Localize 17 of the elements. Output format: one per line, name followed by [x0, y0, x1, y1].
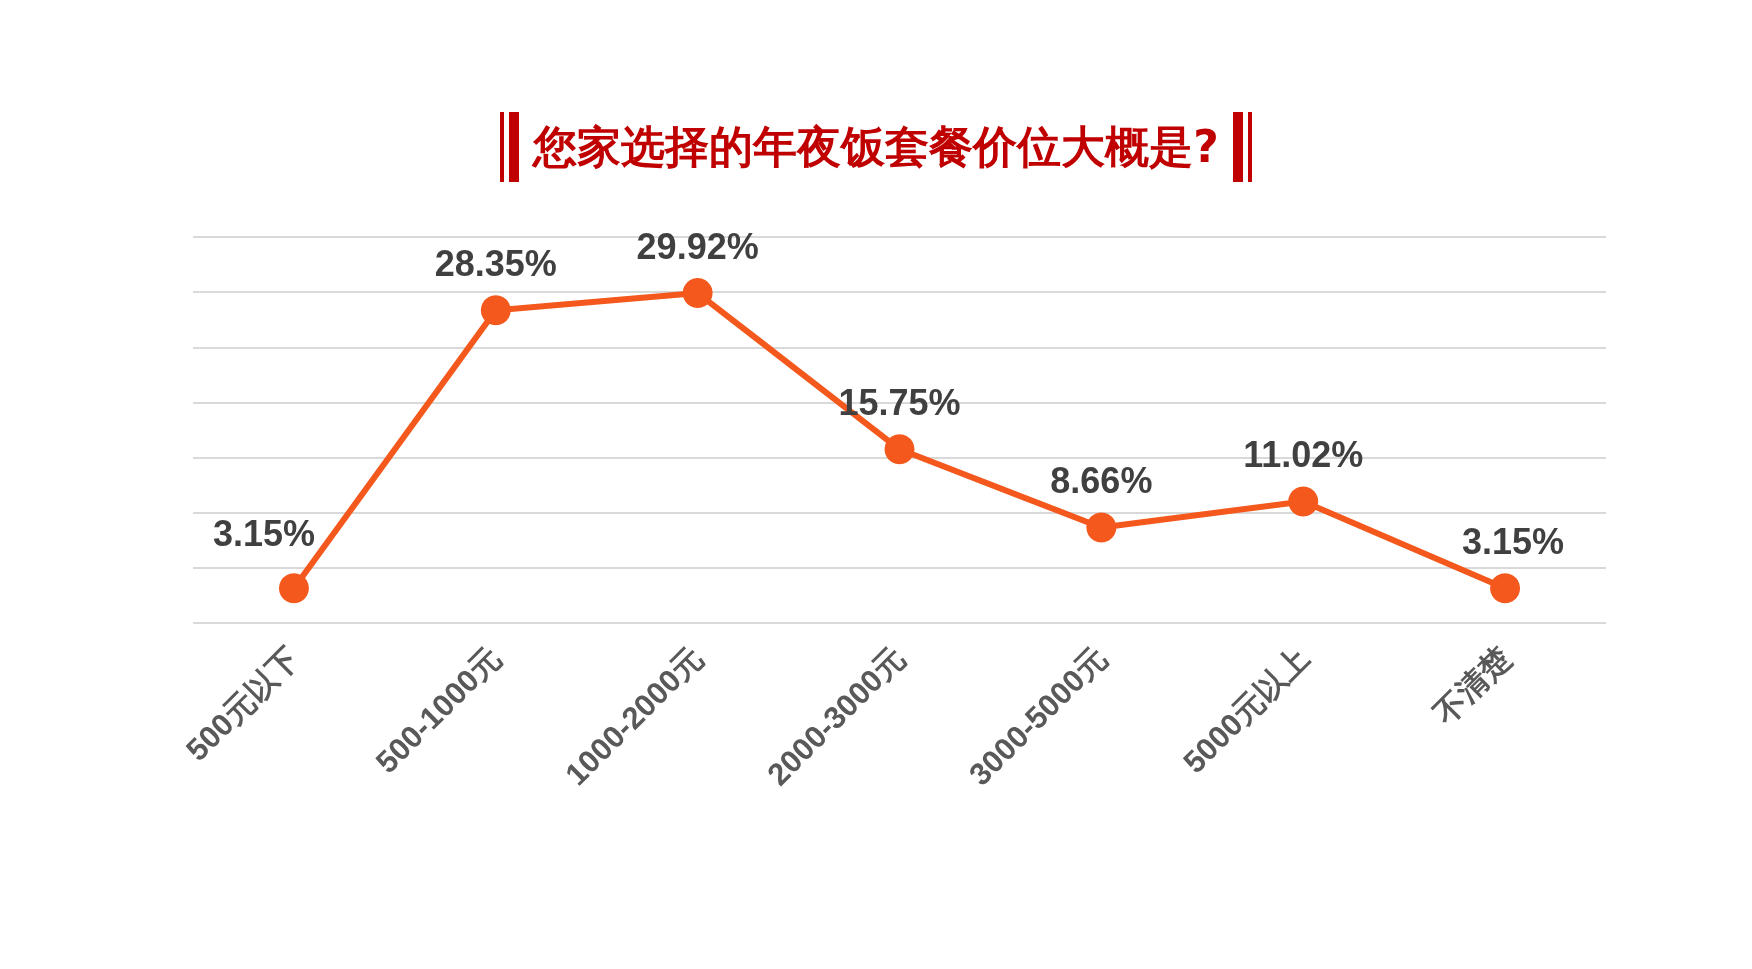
data-label: 3.15% [1462, 520, 1565, 562]
data-label: 15.75% [838, 381, 961, 423]
point [884, 434, 915, 465]
data-label: 3.15% [212, 512, 315, 554]
point [480, 295, 511, 326]
chart-title: 您家选择的年夜饭套餐价位大概是? [533, 119, 1219, 174]
x-tick-label: 不清楚 [1426, 640, 1518, 732]
data-label: 29.92% [636, 225, 759, 267]
data-label: 11.02% [1243, 433, 1364, 475]
point [682, 278, 713, 309]
data-label: 28.35% [434, 242, 557, 284]
point [1086, 512, 1117, 543]
point [1288, 486, 1319, 517]
point [278, 573, 309, 604]
data-label: 8.66% [1050, 459, 1153, 501]
point [1490, 573, 1521, 604]
x-tick-label: 500元以下 [179, 640, 307, 768]
